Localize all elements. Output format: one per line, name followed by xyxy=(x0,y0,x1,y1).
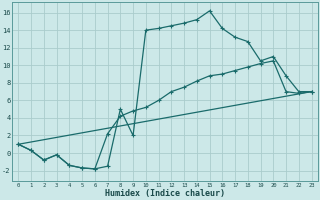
X-axis label: Humidex (Indice chaleur): Humidex (Indice chaleur) xyxy=(105,189,225,198)
